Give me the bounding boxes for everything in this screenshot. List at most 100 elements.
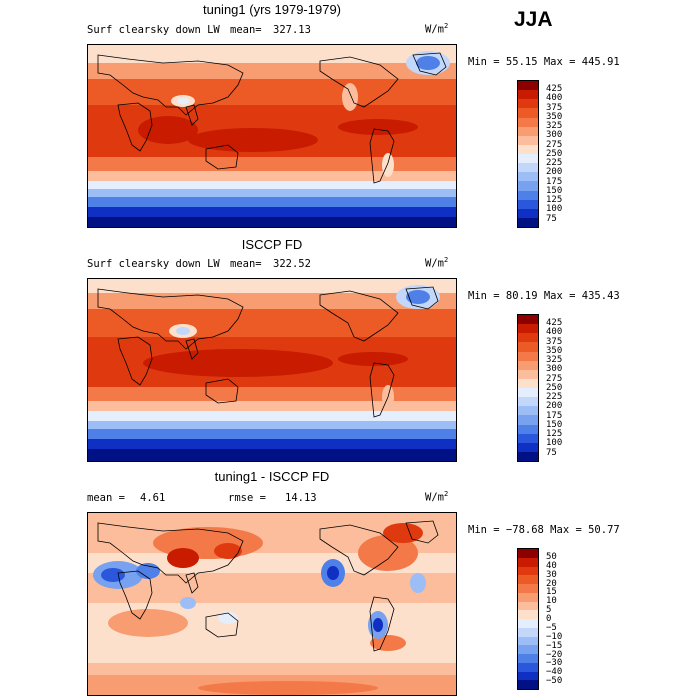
panel3-map: [87, 512, 457, 696]
colorbar-swatch: [518, 90, 538, 100]
colorbar-tick: 350: [546, 345, 563, 356]
colorbar-swatch: [518, 199, 538, 209]
colorbar-tick: 425: [546, 318, 563, 328]
colorbar-swatch: [518, 662, 538, 672]
colorbar-swatch: [518, 575, 538, 584]
colorbar-swatch: [518, 333, 538, 343]
panel1-variable: Surf clearsky down LW: [87, 24, 220, 36]
colorbar-swatch: [518, 549, 538, 558]
colorbar-swatch: [518, 135, 538, 145]
colorbar-tick: 200: [546, 167, 563, 178]
colorbar-swatch: [518, 324, 538, 334]
colorbar-tick: 275: [546, 139, 563, 150]
panel1-map: [87, 44, 457, 228]
colorbar-swatch: [518, 654, 538, 663]
panel3-rmse-label: rmse =: [228, 492, 266, 504]
colorbar-tick: −5: [546, 622, 557, 633]
colorbar-swatch: [518, 584, 538, 593]
panel2-mean-value: 322.52: [273, 258, 311, 270]
panel2-map-svg: [88, 279, 456, 461]
colorbar-tick: 175: [546, 410, 563, 421]
colorbar-tick: 175: [546, 176, 563, 187]
colorbar-swatch: [518, 342, 538, 352]
colorbar-swatch: [518, 117, 538, 127]
panel3-units: W/m2: [425, 490, 449, 504]
panel1-mean-value: 327.13: [273, 24, 311, 36]
colorbar-swatch: [518, 397, 538, 407]
colorbar-swatch: [518, 627, 538, 637]
colorbar-swatch: [518, 108, 538, 118]
colorbar-swatch: [518, 636, 538, 646]
panel2-mean-label: mean=: [230, 258, 262, 270]
colorbar-tick: 400: [546, 327, 563, 338]
colorbar-swatch: [518, 424, 538, 434]
colorbar-swatch: [518, 433, 538, 443]
panel1-title: tuning1 (yrs 1979-1979): [202, 2, 342, 17]
colorbar-swatch: [518, 619, 538, 628]
panel1-colorbar: [517, 80, 539, 228]
colorbar-swatch: [518, 610, 538, 619]
colorbar-tick: 225: [546, 392, 563, 402]
panel3-mean-value: 4.61: [140, 492, 166, 504]
colorbar-tick: 300: [546, 364, 563, 375]
colorbar-tick: 50: [546, 551, 557, 562]
colorbar-swatch: [518, 181, 538, 191]
colorbar-tick: 10: [546, 596, 557, 607]
colorbar-swatch: [518, 557, 538, 567]
colorbar-tick: 325: [546, 121, 563, 131]
colorbar-swatch: [518, 388, 538, 398]
colorbar-swatch: [518, 360, 538, 370]
panel2-colorbar: [517, 314, 539, 462]
colorbar-swatch: [518, 378, 538, 388]
colorbar-swatch: [518, 163, 538, 173]
colorbar-swatch: [518, 190, 538, 200]
panel1-mean-label: mean=: [230, 24, 262, 36]
colorbar-tick: −40: [546, 667, 563, 678]
colorbar-tick: 75: [546, 447, 557, 458]
panel3-map-svg: [88, 513, 456, 695]
colorbar-swatch: [518, 451, 538, 461]
colorbar-tick: −30: [546, 658, 563, 669]
colorbar-swatch: [518, 406, 538, 416]
colorbar-swatch: [518, 217, 538, 227]
colorbar-tick: 225: [546, 158, 563, 168]
colorbar-swatch: [518, 680, 538, 689]
colorbar-tick: 20: [546, 578, 557, 589]
colorbar-tick: −20: [546, 649, 563, 660]
colorbar-swatch: [518, 442, 538, 452]
panel2-variable: Surf clearsky down LW: [87, 258, 220, 270]
colorbar-tick: 100: [546, 438, 563, 449]
colorbar-tick: 40: [546, 560, 557, 571]
colorbar-swatch: [518, 144, 538, 154]
colorbar-swatch: [518, 99, 538, 109]
panel1-minmax: Min = 55.15 Max = 445.91: [468, 56, 620, 68]
panel2-units: W/m2: [425, 256, 449, 270]
colorbar-tick: 200: [546, 401, 563, 412]
colorbar-tick: 375: [546, 102, 563, 113]
colorbar-swatch: [518, 172, 538, 182]
colorbar-swatch: [518, 671, 538, 681]
colorbar-tick: −10: [546, 631, 563, 642]
panel1-units: W/m2: [425, 22, 449, 36]
panel2-title: ISCCP FD: [241, 237, 303, 252]
colorbar-tick: 5: [546, 605, 552, 616]
colorbar-tick: 150: [546, 185, 563, 196]
colorbar-tick: 400: [546, 93, 563, 104]
panel1-map-svg: [88, 45, 456, 227]
colorbar-tick: 125: [546, 195, 563, 205]
colorbar-swatch: [518, 601, 538, 611]
colorbar-tick: 75: [546, 213, 557, 224]
colorbar-tick: 350: [546, 111, 563, 122]
colorbar-tick: 250: [546, 382, 563, 393]
colorbar-tick: 150: [546, 419, 563, 430]
colorbar-tick: 325: [546, 355, 563, 365]
colorbar-tick: 375: [546, 336, 563, 347]
colorbar-tick: 125: [546, 429, 563, 439]
colorbar-swatch: [518, 126, 538, 136]
season-label: JJA: [514, 8, 553, 31]
panel3-title: tuning1 - ISCCP FD: [214, 469, 330, 484]
colorbar-tick: 425: [546, 84, 563, 94]
colorbar-swatch: [518, 81, 538, 91]
panel2-map: [87, 278, 457, 462]
colorbar-swatch: [518, 208, 538, 218]
